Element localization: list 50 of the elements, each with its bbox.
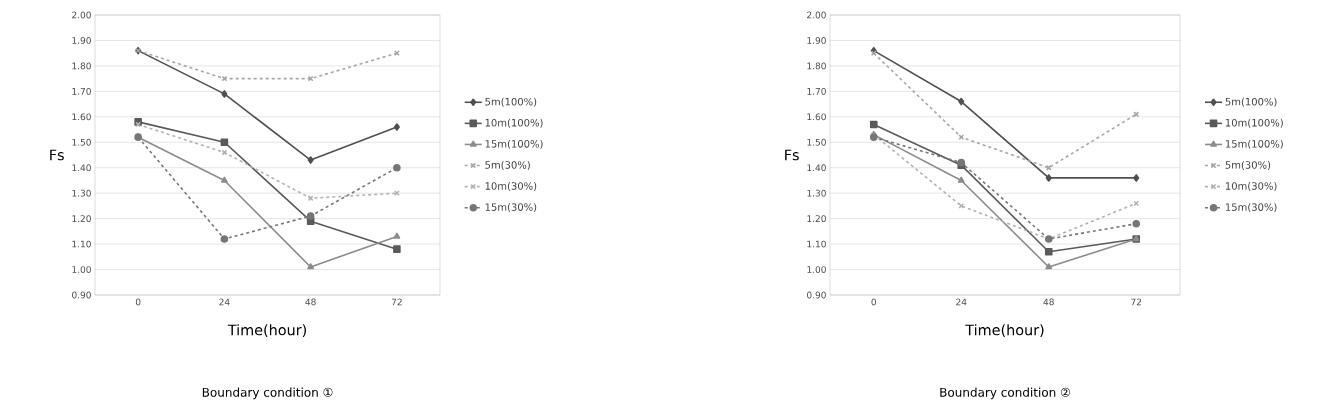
y-tick-label: 1.50 [807, 138, 826, 146]
y-tick-label: 1.90 [72, 37, 91, 44]
y-tick-label: 1.30 [72, 189, 91, 197]
legend-label: 5m(100%) [485, 97, 537, 107]
y-tick-label: 2.00 [807, 11, 826, 19]
y-axis-title: Fs [50, 149, 64, 161]
legend-label: 5m(100%) [1225, 97, 1277, 107]
x-tick-label: 48 [1043, 298, 1054, 306]
y-tick-label: 0.90 [72, 291, 91, 299]
y-tick-label: 1.60 [72, 113, 91, 121]
y-tick-label: 1.70 [807, 87, 826, 95]
y-tick-label: 1.80 [72, 62, 91, 70]
y-tick-label: 1.50 [72, 138, 91, 146]
legend-label: 5m(30%) [485, 160, 530, 170]
legend-label: 15m(100%) [1225, 139, 1283, 149]
y-tick-label: 1.10 [72, 240, 91, 248]
x-tick-label: 72 [391, 298, 402, 306]
text: Boundary condition ② [940, 387, 1070, 400]
y-tick-label: 1.70 [72, 87, 91, 95]
x-tick-label: 24 [956, 298, 967, 306]
legend-label: 10m(100%) [1225, 118, 1283, 128]
y-tick-label: 1.00 [72, 266, 91, 273]
x-tick-label: 0 [135, 298, 141, 306]
legend-label: 15m(100%) [485, 139, 543, 149]
x-tick-label: 48 [305, 298, 316, 306]
y-tick-label: 1.30 [807, 189, 826, 197]
legend-label: 10m(30%) [1225, 182, 1277, 191]
y-tick-label: 1.40 [72, 164, 91, 172]
y-tick-label: 0.90 [807, 291, 826, 299]
y-tick-label: 1.80 [807, 62, 826, 70]
y-tick-label: 1.40 [807, 164, 826, 172]
y-tick-label: 1.20 [72, 215, 91, 223]
legend-label: 10m(30%) [485, 182, 537, 191]
x-axis-title: Time(hour) [227, 324, 307, 338]
y-tick-label: 1.60 [807, 113, 826, 121]
y-tick-label: 1.10 [807, 240, 826, 248]
y-tick-label: 2.00 [72, 11, 91, 19]
x-tick-label: 0 [871, 298, 877, 306]
y-tick-label: 1.00 [807, 266, 826, 273]
legend-label: 5m(30%) [1225, 160, 1271, 170]
x-axis-title: Time(hour) [965, 324, 1044, 338]
y-axis-title: Fs [785, 149, 799, 161]
legend-label: 15m(30%) [1225, 203, 1277, 213]
legend-label: 15m(30%) [485, 203, 537, 213]
text: Boundary condition ① [202, 387, 333, 400]
y-tick-label: 1.20 [807, 215, 826, 223]
legend-label: 10m(100%) [485, 118, 543, 128]
x-tick-label: 24 [219, 298, 230, 306]
y-tick-label: 1.90 [807, 37, 826, 44]
x-tick-label: 72 [1131, 298, 1142, 306]
